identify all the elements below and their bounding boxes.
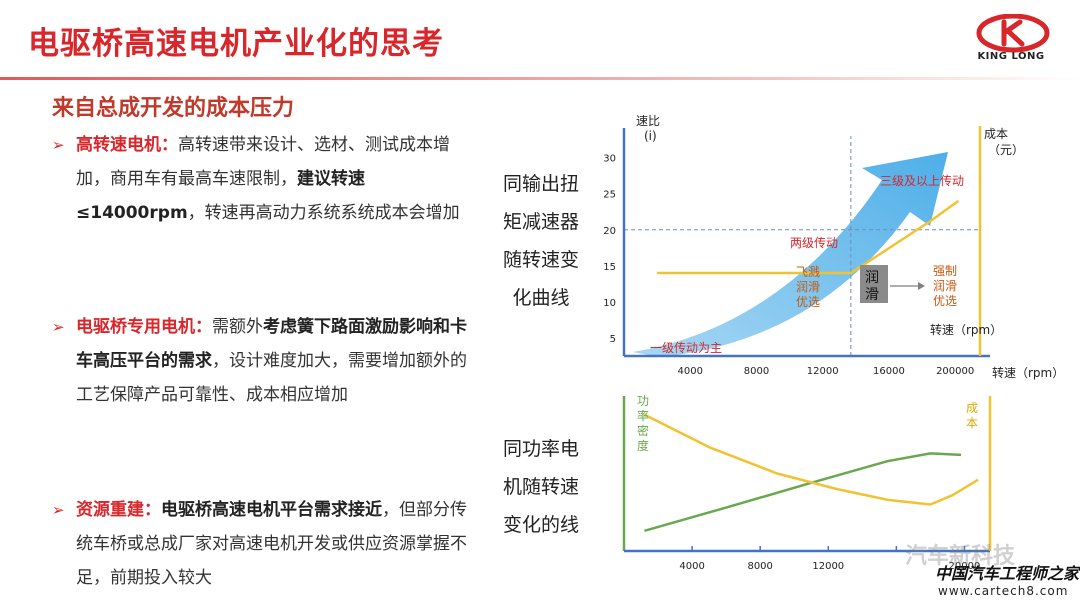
- annotation-two-stage: 两级传动: [790, 235, 838, 250]
- power-density-line: [644, 452, 962, 533]
- y-axis-label-left: 度: [637, 438, 649, 453]
- y-axis-label-left-unit: (i): [644, 129, 657, 143]
- y-axis-label-left: 速比: [636, 114, 660, 128]
- x-tick-label: 200000: [936, 366, 974, 377]
- side-label-line: 随转速变: [502, 249, 579, 271]
- y-tick-label: 10: [603, 298, 616, 309]
- bottom-chart-side-label: 同功率电 机随转速 变化的线: [496, 430, 586, 544]
- watermark-overlay: 汽车新科技: [905, 544, 1016, 569]
- side-label-line: 同输出扭: [502, 173, 579, 195]
- trend-arrow-icon: [632, 152, 948, 357]
- annotation-forced-1: 强制: [933, 264, 957, 278]
- x-tick-label: 12000: [812, 561, 844, 572]
- bullet-colon: ：: [144, 500, 161, 520]
- cost-line: [643, 413, 979, 506]
- bullet-text: ，设计难度加大，需要增加额外的工艺保障产品可靠性、成本相应增加: [76, 351, 467, 405]
- logo-text: KING LONG: [977, 51, 1045, 62]
- watermark-text: 中国汽车工程师之家: [935, 564, 1080, 583]
- y-axis-label-left: 率: [637, 408, 649, 423]
- bullet-arrow-icon: ➢: [52, 318, 65, 336]
- annotation-three-stage: 三级及以上传动: [880, 173, 964, 188]
- bullet-colon: ：: [161, 135, 178, 155]
- bullet-bold-text: 电驱桥高速电机平台需求接近: [161, 500, 382, 520]
- x-tick-label: 8000: [747, 561, 772, 572]
- x-tick-label: 4000: [679, 561, 704, 572]
- bullet-text: ，但部分传统车桥或总成厂家对高速电机开发或供应资源掌握不足，前期投入较大: [76, 500, 467, 588]
- bullet-arrow-icon: ➢: [52, 501, 65, 519]
- x-tick-label: 20000: [949, 561, 981, 572]
- bullet-text: 需额外: [212, 317, 263, 337]
- top-chart-side-label: 同输出扭 矩减速器 随转速变 化曲线: [496, 165, 586, 317]
- annotation-splash-2: 润滑: [796, 280, 820, 294]
- title-underline: [0, 77, 1080, 80]
- section-subtitle: 来自总成开发的成本压力: [52, 96, 295, 121]
- y-tick-label: 5: [610, 334, 616, 345]
- y-axis-label-right: 成: [966, 401, 978, 415]
- bullet-bold-text: 考虑簧下路面激励影响和卡车高压平台的需求: [76, 317, 467, 371]
- bullet-arrow-icon: ➢: [52, 136, 65, 154]
- bullet-head: 电驱桥专用电机: [76, 317, 195, 337]
- annotation-lube-2: 滑: [865, 286, 879, 303]
- watermark-url: www.cartech8.com: [938, 584, 1069, 598]
- side-label-line: 机随转速: [502, 476, 579, 498]
- x-tick-label: 12000: [807, 366, 839, 377]
- y-axis-label-right: 本: [966, 416, 978, 430]
- annotation-lube-1: 润: [865, 270, 879, 286]
- bullet-colon: ：: [195, 317, 212, 337]
- side-label-line: 同功率电: [502, 438, 579, 460]
- bullet-head: 资源重建: [76, 500, 144, 520]
- y-tick-label: 15: [603, 262, 616, 273]
- x-axis-label: 转速（rpm）: [992, 365, 1064, 380]
- bullet-text: 高转速带来设计、选材、测试成本增加，商用车有最高车速限制，: [76, 135, 450, 189]
- y-tick-label: 30: [603, 154, 616, 165]
- annotation-forced-3: 优选: [933, 294, 957, 308]
- side-label-line: 化曲线: [512, 287, 570, 309]
- cost-line: [657, 199, 960, 275]
- king-long-logo-icon: [976, 14, 1050, 53]
- y-axis-label-right: 成本: [984, 127, 1008, 141]
- y-tick-label: 20: [603, 226, 616, 237]
- page-title: 电驱桥高速电机产业化的思考: [28, 26, 444, 62]
- bullet-head: 高转速电机: [76, 135, 161, 155]
- bullet-text: ，转速再高动力系统系统成本会增加: [187, 203, 460, 223]
- power-density-chart: 4000 8000 12000 20000 功 率 密 度 成 本: [622, 394, 992, 572]
- bullet-bold-text: 建议转速≤14000rpm: [76, 169, 365, 223]
- x-tick-label: 16000: [873, 366, 905, 377]
- y-axis-label-left: 密: [637, 423, 649, 438]
- x-tick-label: 8000: [744, 366, 769, 377]
- side-label-line: 变化的线: [502, 514, 579, 536]
- annotation-one-stage: 一级传动为主: [650, 340, 722, 355]
- bullet-high-speed-motor: ➢ 高转速电机：高转速带来设计、选材、测试成本增加，商用车有最高车速限制，建议转…: [52, 128, 472, 230]
- lube-box: [860, 265, 888, 303]
- x-tick-label: 4000: [678, 366, 703, 377]
- y-axis-label-right-unit: （元）: [988, 143, 1024, 157]
- annotation-forced-2: 润滑: [933, 279, 957, 293]
- bullet-resource-rebuild: ➢ 资源重建：电驱桥高速电机平台需求接近，但部分传统车桥或总成厂家对高速电机开发…: [52, 493, 472, 595]
- gear-ratio-chart: 4000 8000 12000 16000 200000 5 10 15 20 25 30 速比 (…: [603, 114, 1064, 380]
- annotation-speed-inner: 转速（rpm）: [930, 322, 1002, 337]
- annotation-splash-1: 飞溅: [796, 264, 820, 279]
- annotation-splash-3: 优选: [796, 295, 820, 309]
- bullet-axle-motor: ➢ 电驱桥专用电机：需额外考虑簧下路面激励影响和卡车高压平台的需求，设计难度加大…: [52, 310, 472, 412]
- y-axis-label-left: 功: [637, 394, 649, 408]
- y-tick-label: 25: [603, 190, 616, 201]
- side-label-line: 矩减速器: [502, 211, 579, 233]
- lube-arrowhead-icon: [918, 282, 925, 290]
